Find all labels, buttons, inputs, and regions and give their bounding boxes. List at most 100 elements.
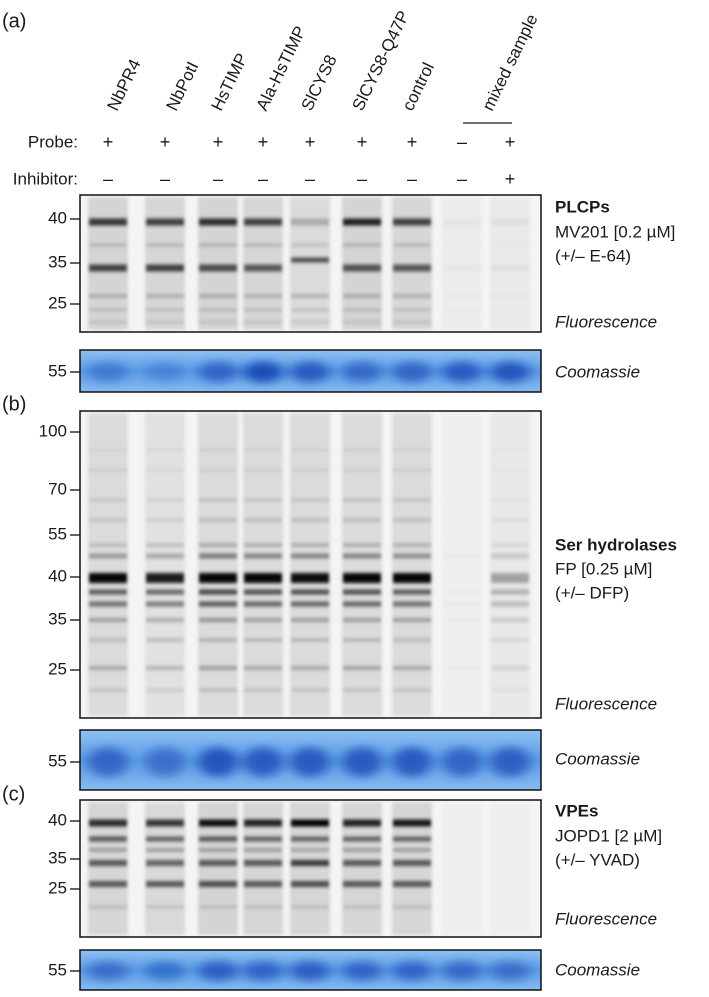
band — [244, 449, 282, 451]
band — [291, 243, 329, 247]
marker-label: 100 — [39, 421, 67, 440]
probe-label: FP [0.25 µM] — [555, 559, 652, 578]
band — [343, 601, 381, 607]
band — [491, 244, 529, 247]
band — [146, 264, 184, 272]
band — [291, 543, 329, 547]
band — [146, 589, 184, 595]
band — [244, 638, 282, 642]
band — [443, 639, 481, 642]
band — [244, 589, 282, 595]
band — [244, 688, 282, 692]
band — [244, 553, 282, 559]
band — [291, 518, 329, 522]
band — [199, 243, 237, 247]
coomassie-band — [88, 961, 128, 981]
band — [491, 543, 529, 547]
band — [89, 688, 127, 692]
marker-label: 55 — [48, 524, 67, 543]
band — [393, 320, 431, 324]
coomassie-band — [198, 361, 238, 383]
lane — [392, 413, 432, 716]
stain-label: Coomassie — [555, 749, 640, 768]
band — [393, 860, 431, 866]
lane — [198, 413, 238, 716]
band — [146, 308, 184, 312]
coomassie-bands — [88, 747, 530, 777]
band — [443, 544, 481, 547]
band — [89, 308, 127, 312]
band — [393, 819, 431, 827]
band — [393, 836, 431, 842]
band — [491, 601, 529, 607]
band — [89, 543, 127, 547]
band — [443, 618, 481, 622]
band — [443, 602, 481, 607]
band — [146, 618, 184, 622]
marker-label: 35 — [48, 609, 67, 628]
band — [89, 618, 127, 622]
band — [89, 553, 127, 559]
band — [146, 860, 184, 866]
inhibitor-sign: + — [505, 169, 516, 189]
control-label: (+/– DFP) — [555, 583, 629, 602]
marker-label: 25 — [48, 878, 67, 897]
band — [343, 881, 381, 887]
band — [291, 688, 329, 692]
band — [291, 819, 329, 827]
band — [491, 638, 529, 642]
lane — [88, 413, 128, 716]
band — [291, 498, 329, 502]
band — [393, 218, 431, 226]
control-label: (+/– YVAD) — [555, 850, 640, 869]
coomassie-band — [198, 961, 238, 981]
band — [343, 666, 381, 670]
band — [199, 666, 237, 670]
band — [146, 881, 184, 887]
band — [146, 518, 184, 522]
band — [199, 905, 237, 909]
band — [146, 243, 184, 247]
band — [146, 573, 184, 583]
coomassie-band — [490, 961, 530, 981]
band — [244, 618, 282, 622]
band — [199, 638, 237, 642]
band — [443, 499, 481, 502]
band — [291, 881, 329, 887]
marker-label: 40 — [48, 810, 67, 829]
band — [291, 553, 329, 559]
band — [491, 618, 529, 622]
band — [291, 848, 329, 852]
band — [291, 573, 329, 583]
probe-label: MV201 [0.2 µM] — [555, 222, 675, 241]
band — [89, 819, 127, 827]
band — [146, 469, 184, 471]
band — [343, 573, 381, 583]
band — [443, 244, 481, 247]
band — [491, 498, 529, 502]
band — [199, 881, 237, 887]
coomassie-band — [342, 361, 382, 383]
band — [146, 688, 184, 692]
band — [291, 601, 329, 607]
band — [393, 264, 431, 272]
coomassie-band — [490, 361, 530, 383]
band — [491, 666, 529, 670]
band — [343, 543, 381, 547]
band — [146, 543, 184, 547]
marker-label: 55 — [48, 361, 67, 380]
band — [443, 519, 481, 522]
coomassie-band — [88, 361, 128, 383]
band — [89, 469, 127, 471]
band — [393, 589, 431, 595]
band — [343, 294, 381, 298]
probe-sign: + — [357, 132, 368, 152]
band — [244, 848, 282, 852]
band — [89, 860, 127, 866]
band — [343, 264, 381, 272]
coomassie-band — [198, 747, 238, 777]
band — [291, 860, 329, 866]
band — [199, 860, 237, 866]
band — [491, 589, 529, 595]
band — [199, 819, 237, 827]
